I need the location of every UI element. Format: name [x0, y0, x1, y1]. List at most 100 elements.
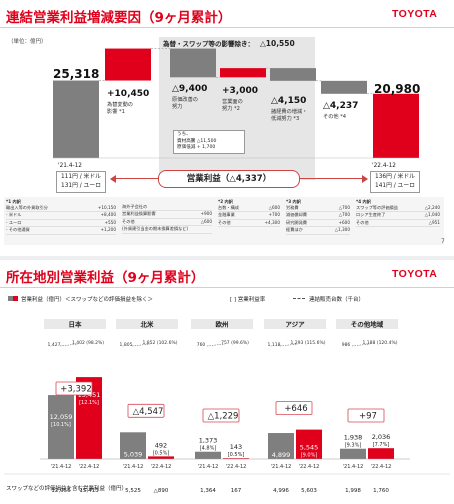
units-curr: 1,852 (102.6%)	[143, 340, 178, 346]
region-name: 日本	[69, 320, 83, 329]
legend-item-3: 連結販売台数（千台）	[309, 297, 365, 303]
footnote-col5: *4 内訳 スワップ等の評価損益 △2,240 ロシア生産終了 △1,040 その他 △9…	[356, 199, 440, 228]
change-box	[127, 403, 165, 418]
bar-prev-margin: [10.1%]	[51, 422, 71, 428]
regional-slide: 所在地別営業利益（9ヶ月累計） TOYOTA 営業利益（億円）＜スワップなどの評…	[0, 256, 454, 504]
footnote-value: △1,300	[334, 227, 350, 233]
footnote-value: △1,040	[424, 212, 440, 218]
fx-right-usd: 136円 / 米ドル	[375, 174, 415, 180]
breakdown-note-title: うち、	[177, 132, 191, 137]
x-tick-prev: '21.4-12	[343, 464, 364, 470]
footnote-row: 営業利益換算影響 +900	[122, 211, 212, 219]
footnote-item: 輸出入等の外貨取引分	[6, 205, 48, 210]
footnote-value: +4,300	[264, 219, 281, 225]
arrow-right-head-icon	[362, 175, 368, 183]
x-tick-prev: '21.4-12	[271, 464, 292, 470]
footnote-row: 台数・構成 △600	[218, 205, 280, 213]
x-tick-curr: '22.4-12	[299, 464, 320, 470]
toyota-logo-2: TOYOTA	[392, 268, 438, 280]
footnote-value: △700	[338, 205, 350, 210]
footnote-row: - その他通貨 +1,200	[6, 227, 117, 235]
footnote-row: - 米ドル +8,400	[6, 212, 117, 220]
footnote-row: その他 △951	[356, 220, 440, 228]
footnote-item: その他	[122, 218, 135, 224]
bar-prev	[48, 395, 74, 459]
units-curr: 1,293 (115.6%)	[291, 340, 326, 346]
waterfall-category-label: 原価改善の	[172, 95, 198, 103]
incl-swap-curr: 5,603	[301, 488, 317, 494]
region-name: その他地域	[351, 320, 384, 329]
waterfall-value-label: △4,237	[323, 101, 358, 111]
legend-red-swatch	[13, 296, 18, 301]
region-name: アジア	[285, 321, 305, 329]
region-header-bg	[336, 319, 398, 329]
footnote-item: 金融事業	[218, 212, 235, 218]
footnote-col1: *1 内訳 輸出入等の外貨取引分 +10,150- 米ドル +8,400- ユーロ +…	[6, 199, 116, 235]
incl-swap-curr: △890	[154, 488, 169, 494]
units-prev: 1,427	[48, 342, 61, 348]
bar-curr	[148, 456, 174, 459]
footnote-value: +8,400	[100, 212, 117, 218]
x-tick-prev: '21.4-12	[198, 464, 219, 470]
title-rule	[0, 27, 454, 28]
bar-prev	[195, 451, 221, 459]
footnote-value: +600	[338, 219, 350, 225]
footnote-col4: *3 内訳 労務費 △700 減価償却費 △700 研究開発費 +600 経費ほか △1,30…	[286, 199, 350, 235]
units-dashed-line	[206, 343, 226, 347]
footnote-row: (外貨建引当金の期末換算差損など)	[122, 226, 212, 234]
footnote-item: その他	[218, 219, 231, 225]
incl-swap-prev: 1,364	[200, 488, 216, 494]
bar-curr-value: 5,545	[300, 444, 319, 452]
x-tick-prev: '21.4-12	[51, 464, 72, 470]
units-dashed-line	[59, 343, 79, 347]
footnote-value: +900	[200, 211, 212, 217]
bar-prev-margin: [4.8%]	[200, 446, 217, 452]
change-value: +646	[284, 404, 307, 414]
footnote-col3-rows: 台数・構成 △600 金融事業 +700 その他 +4,300	[218, 205, 281, 228]
waterfall-category-label: 影響 *1	[107, 107, 125, 115]
footnote-item: - 米ドル	[6, 212, 22, 218]
bar-curr-margin: [12.1%]	[79, 400, 99, 406]
incl-swap-prev: 5,525	[125, 488, 141, 494]
region-name: 欧州	[216, 320, 229, 329]
footnote-value: +1,200	[100, 227, 117, 233]
footnote-row: 労務費 △700	[286, 205, 350, 213]
bar-curr-margin: [0.5%]	[228, 452, 245, 458]
waterfall-value-label: 20,980	[374, 82, 420, 96]
footnote-item: - その他通貨	[6, 227, 30, 233]
footnote-row: ロシア生産終了 △1,040	[356, 212, 440, 220]
title-rule-2	[0, 287, 454, 288]
footnote-table: *1 内訳 輸出入等の外貨取引分 +10,150- 米ドル +8,400- ユーロ +…	[4, 197, 444, 245]
bar-prev	[120, 432, 146, 459]
footnote-col1-rows: 輸出入等の外貨取引分 +10,150 - 米ドル +8,400 - ユーロ +550 - そ…	[6, 205, 116, 235]
waterfall-bar	[105, 48, 151, 81]
waterfall-value-label: +3,000	[222, 86, 258, 96]
footnote-item: (外貨建引当金の期末換算差損など)	[122, 226, 189, 232]
waterfall-category-label: 営業面の	[222, 97, 243, 105]
units-prev: 1,118	[268, 342, 281, 348]
footnote-item: 労務費	[286, 205, 299, 210]
footnote-value: +700	[268, 212, 280, 218]
waterfall-category-label: 低減努力 *3	[271, 114, 299, 122]
waterfall-chart: 25,318 +10,450 △9,400 +3,000 △4,150 △4,237 20,…	[53, 48, 420, 159]
footnote-item: 減価償却費	[286, 212, 307, 218]
fx-left-eur: 131円 / ユーロ	[61, 183, 101, 189]
units-prev: 986	[342, 342, 351, 348]
footnote-value: △700	[338, 212, 350, 218]
incl-swap-prev: 12,056	[51, 488, 71, 494]
footnote-col4-rows: 労務費 △700 減価償却費 △700 研究開発費 +600 経費ほか △1,300	[286, 205, 350, 235]
x-tick-curr: '22.4-12	[79, 464, 100, 470]
footnote-row: 経費ほか △1,300	[286, 227, 350, 235]
bar-curr	[368, 448, 394, 459]
slide1-title: 連結営業利益増減要因（9ヶ月累計）	[6, 10, 232, 26]
slide2-title: 所在地別営業利益（9ヶ月累計）	[6, 270, 205, 286]
waterfall-category-label: 努力 *2	[222, 104, 240, 112]
footnote-value: +550	[104, 219, 116, 225]
page-number: 7	[441, 238, 445, 245]
waterfall-bar	[170, 48, 216, 78]
waterfall-bar	[321, 80, 367, 94]
footnote-row: 海外子会社の	[122, 204, 212, 212]
footnote-value: △600	[268, 205, 280, 210]
region-header-bg	[116, 319, 178, 329]
